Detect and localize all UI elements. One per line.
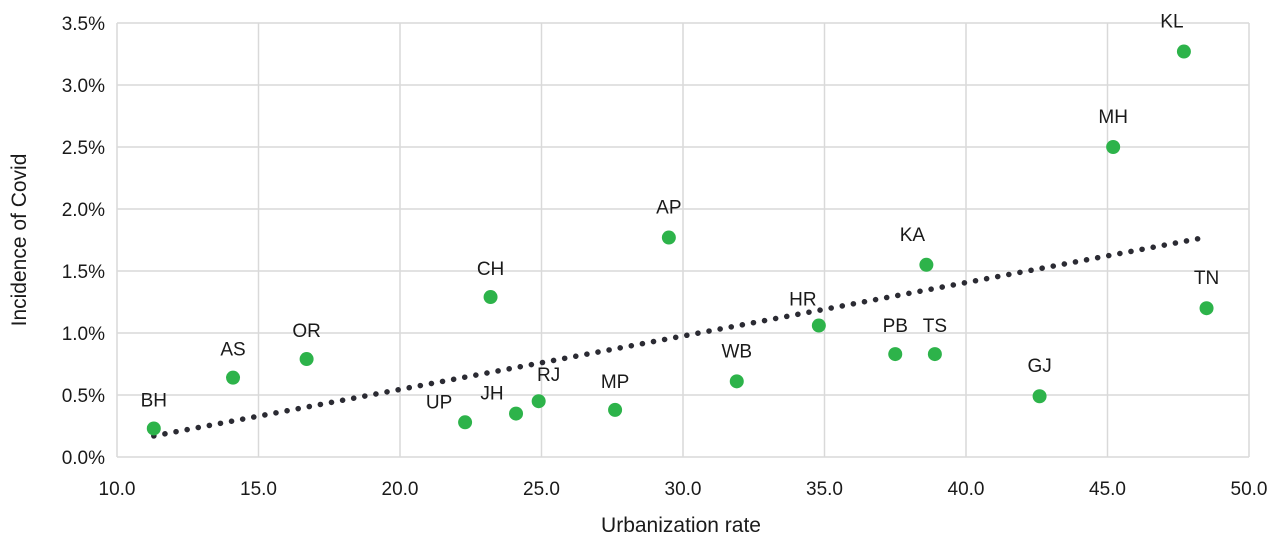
data-point-ap: [661, 230, 676, 245]
data-point-up: [458, 415, 473, 430]
data-label-wb: WB: [721, 341, 752, 362]
x-tick-label: 35.0: [806, 479, 843, 500]
x-axis-ticks: 10.0 15.0 20.0 25.0 30.0 35.0 40.0 45.0 50.0: [99, 479, 1268, 500]
gridlines: [116, 22, 1250, 458]
y-tick-label: 0.0%: [62, 448, 105, 469]
y-tick-label: 2.5%: [62, 138, 105, 159]
y-axis-title: Incidence of Covid: [8, 154, 31, 327]
trendline: [151, 236, 1201, 439]
data-label-ap: AP: [656, 198, 681, 219]
data-point-mp: [608, 402, 623, 417]
data-label-or: OR: [292, 321, 321, 342]
data-point-as: [226, 370, 241, 385]
data-label-pb: PB: [883, 316, 908, 337]
data-point-ka: [919, 257, 934, 272]
point-labels: BH AS OR UP CH JH RJ MP AP WB HR PB KA TS GJ MH KL TN: [141, 12, 1220, 414]
data-point-kl: [1176, 44, 1191, 59]
y-tick-label: 2.0%: [62, 200, 105, 221]
y-tick-label: 1.0%: [62, 324, 105, 345]
data-label-rj: RJ: [537, 365, 560, 386]
y-tick-label: 3.0%: [62, 76, 105, 97]
data-label-hr: HR: [789, 290, 816, 311]
data-label-ts: TS: [923, 316, 947, 337]
x-tick-label: 50.0: [1231, 479, 1268, 500]
data-points: [146, 44, 1214, 436]
data-label-gj: GJ: [1027, 356, 1051, 377]
x-tick-label: 15.0: [240, 479, 277, 500]
x-tick-label: 45.0: [1089, 479, 1126, 500]
data-point-wb: [729, 374, 744, 389]
data-point-ch: [483, 290, 498, 305]
data-label-up: UP: [426, 392, 452, 413]
x-tick-label: 10.0: [99, 479, 136, 500]
y-axis-ticks: 0.0% 0.5% 1.0% 1.5% 2.0% 2.5% 3.0% 3.5%: [62, 14, 105, 469]
data-point-hr: [811, 318, 826, 333]
x-tick-label: 30.0: [665, 479, 702, 500]
data-label-ka: KA: [900, 225, 926, 246]
data-label-kl: KL: [1160, 12, 1183, 33]
data-label-jh: JH: [480, 384, 503, 405]
data-label-ch: CH: [477, 259, 504, 280]
data-point-jh: [509, 406, 524, 421]
data-label-mp: MP: [601, 372, 630, 393]
data-label-tn: TN: [1194, 268, 1219, 289]
data-label-bh: BH: [141, 390, 167, 411]
data-point-rj: [531, 394, 546, 409]
y-tick-label: 3.5%: [62, 14, 105, 35]
data-point-pb: [888, 347, 903, 362]
data-point-or: [299, 352, 314, 367]
data-point-ts: [927, 347, 942, 362]
y-tick-label: 0.5%: [62, 386, 105, 407]
data-point-bh: [146, 421, 161, 436]
data-point-tn: [1199, 301, 1214, 316]
x-tick-label: 20.0: [382, 479, 419, 500]
y-tick-label: 1.5%: [62, 262, 105, 283]
data-point-mh: [1106, 140, 1121, 154]
x-tick-label: 25.0: [523, 479, 560, 500]
data-label-as: AS: [220, 340, 245, 361]
x-axis-title: Urbanization rate: [601, 514, 761, 537]
trendline-group: [151, 236, 1201, 439]
x-tick-label: 40.0: [948, 479, 985, 500]
data-label-mh: MH: [1098, 107, 1128, 128]
data-point-gj: [1032, 389, 1047, 404]
